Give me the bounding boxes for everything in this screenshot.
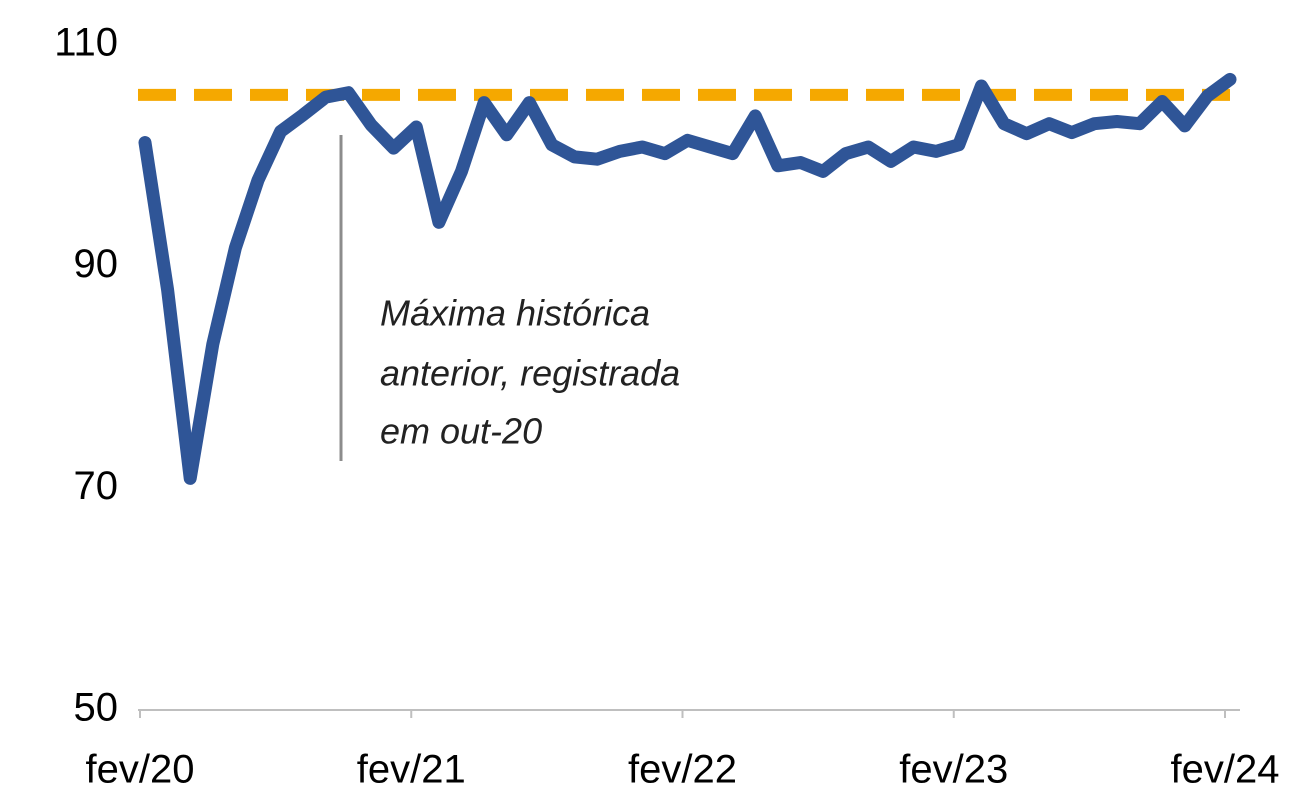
- annotation-line: Máxima histórica: [380, 293, 650, 334]
- y-tick-label: 50: [74, 686, 119, 730]
- annotation-line: anterior, registrada: [380, 353, 680, 394]
- x-tick-label: fev/20: [86, 748, 195, 792]
- x-tick-label: fev/24: [1171, 748, 1280, 792]
- y-tick-label: 90: [74, 242, 119, 286]
- data-line: [138, 72, 1237, 485]
- x-tick-label: fev/23: [899, 748, 1008, 792]
- x-tick-label: fev/21: [357, 748, 466, 792]
- y-tick-label: 110: [54, 21, 118, 65]
- y-tick-label: 70: [74, 464, 119, 508]
- annotation-line: em out-20: [380, 411, 542, 452]
- x-tick-label: fev/22: [628, 748, 737, 792]
